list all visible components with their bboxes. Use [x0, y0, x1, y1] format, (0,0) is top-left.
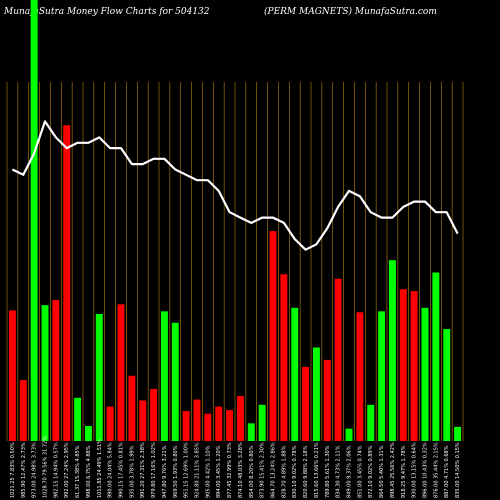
x-tick-label: 789.80 5.61% 1.30% — [325, 445, 331, 498]
x-tick-label: 947.80 9.76% 3.21% — [162, 445, 168, 498]
bar — [182, 411, 190, 441]
x-tick-label: 896.00 10.43% 0.32% — [423, 442, 429, 498]
x-tick-label: 849.00 9.37% 2.06% — [347, 445, 353, 498]
bar — [106, 406, 114, 441]
x-tick-label: 61.37 15.38% 4.85% — [75, 445, 81, 498]
x-tick-label: 979.80 17.16% 1.02% — [151, 442, 157, 498]
x-tick-label: 905.00 4.42% 1.10% — [205, 445, 211, 498]
x-tick-label: 854.00 8.20% 0.80% — [249, 445, 255, 498]
bar — [258, 404, 266, 441]
x-tick-label: 828.70 4.89% 1.88% — [281, 445, 287, 498]
bar — [52, 299, 60, 441]
bar — [117, 304, 125, 441]
bar — [345, 428, 353, 441]
bar — [388, 260, 396, 441]
x-tick-label: 815.60 13.66% 0.21% — [314, 442, 320, 498]
x-tick-label: 864.50 5.40% 1.31% — [379, 445, 385, 498]
bar — [8, 310, 16, 441]
bar — [302, 366, 310, 441]
bar — [356, 312, 364, 441]
x-tick-label: 873.90 15.41% 2.30% — [260, 442, 266, 498]
x-tick-label: 918.25 9.47% 1.78% — [401, 445, 407, 498]
x-tick-label: 898.45 25.56% 2.42% — [390, 442, 396, 498]
bar — [95, 313, 103, 441]
x-tick-label: 1011.85 24.49% 1.51% — [97, 439, 103, 498]
bar — [84, 426, 92, 441]
bar — [421, 307, 429, 441]
x-tick-label: 851.00 3.45% 0.74% — [357, 445, 363, 498]
x-tick-label: 820.60 9.88% 2.18% — [303, 445, 309, 498]
bar — [334, 278, 342, 441]
x-tick-label: 894.00 3.45% 1.20% — [216, 445, 222, 498]
bar — [236, 396, 244, 441]
bar — [139, 400, 147, 441]
x-tick-label: 872.10 9.02% 0.89% — [368, 445, 374, 498]
x-tick-label: 982.15 14.94% 0.57% — [53, 442, 59, 498]
bar — [312, 347, 320, 441]
bar — [160, 311, 168, 441]
bar — [410, 291, 418, 441]
chart-subtitle: (PERM MAGNETS) MunafaSutra.com — [264, 7, 437, 17]
chart-title: MunafaSutra Money Flow Charts for 504132 — [4, 7, 210, 17]
bar — [432, 272, 440, 441]
bar — [280, 274, 288, 441]
bar — [291, 307, 299, 441]
x-tick-label: 830.10 9.02% 0.78% — [292, 445, 298, 498]
x-tick-label: 834.30 4.73% 2.11% — [336, 445, 342, 498]
x-tick-label: 935.00 3.78% 1.99% — [129, 445, 135, 498]
bar — [226, 410, 234, 441]
bar — [63, 125, 71, 441]
x-tick-label: 835.00 14.50% 0.15% — [455, 442, 461, 498]
bar — [30, 0, 38, 441]
x-tick-label: 864.70 13.24% 2.86% — [271, 442, 277, 498]
x-tick-label: 1021.25 7.83% 0.50% — [10, 442, 16, 498]
bar — [454, 426, 462, 441]
x-tick-label: 874.10 48.03% 3.28% — [238, 442, 244, 498]
bar — [193, 399, 201, 441]
bar — [247, 423, 255, 441]
x-tick-label: 985.90 12.47% 2.73% — [21, 442, 27, 498]
x-tick-label: 969.50 1.93% 0.80% — [173, 445, 179, 498]
bar — [150, 388, 158, 441]
x-tick-label: 1028.70 79.56% 31.72% — [43, 436, 49, 498]
bar — [443, 328, 451, 441]
x-tick-label: 924.80 21.11% 3.85% — [195, 442, 201, 498]
x-tick-label: 973.00 24.98% 3.73% — [32, 442, 38, 498]
bar — [367, 404, 375, 441]
bar — [204, 413, 212, 441]
bar — [171, 322, 179, 441]
x-tick-label: 930.00 13.15% 0.64% — [412, 442, 418, 498]
x-tick-label: 876.00 35.44% 2.15% — [433, 442, 439, 498]
bar — [378, 311, 386, 441]
bar — [41, 305, 49, 441]
x-tick-label: 990.15 17.45% 0.81% — [119, 442, 125, 498]
x-tick-label: 877.45 32.99% 0.73% — [227, 442, 233, 498]
bar — [323, 359, 331, 441]
x-tick-label: 951.15 12.69% 1.00% — [184, 442, 190, 498]
bar — [399, 289, 407, 441]
x-tick-label: 998.00 6.75% 4.88% — [86, 445, 92, 498]
bar — [215, 406, 223, 441]
x-tick-label: 991.20 27.31% 2.38% — [140, 442, 146, 498]
x-tick-label: 887.00 4.71% 0.68% — [444, 445, 450, 498]
bar — [74, 397, 82, 441]
bar — [19, 380, 27, 441]
series-line — [11, 120, 459, 251]
bar — [269, 231, 277, 441]
x-tick-label: 990.00 24.04% 5.84% — [108, 442, 114, 498]
x-tick-label: 992.00 27.24% 2.95% — [64, 442, 70, 498]
bar — [128, 375, 136, 441]
